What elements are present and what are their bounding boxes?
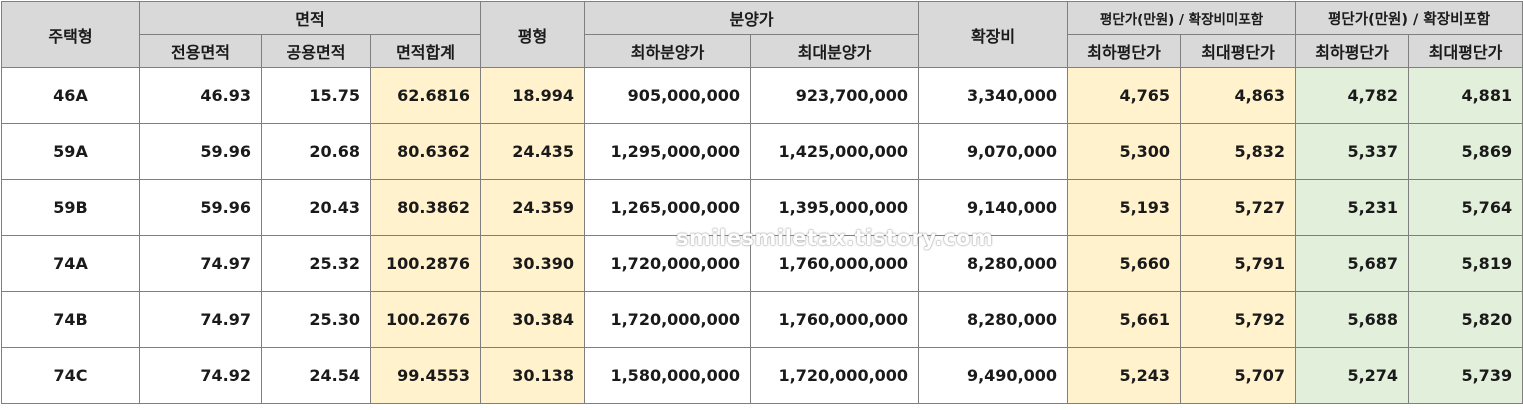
table-row: 46A 46.93 15.75 62.6816 18.994 905,000,0…	[1, 67, 1523, 124]
cell-ppp-incl-min: 5,231	[1295, 179, 1410, 236]
cell-ppp-excl-max: 5,727	[1180, 179, 1297, 236]
cell-area-total: 100.2676	[369, 291, 482, 348]
cell-ppp-incl-max: 5,820	[1408, 291, 1523, 348]
cell-ppp-excl-max: 5,792	[1180, 291, 1297, 348]
cell-area-exclusive: 74.97	[139, 291, 262, 348]
cell-type: 59A	[1, 123, 140, 180]
cell-ppp-incl-min: 5,337	[1295, 123, 1410, 180]
cell-ppp-excl-max: 5,791	[1180, 235, 1297, 292]
cell-expansion: 8,280,000	[918, 291, 1069, 348]
header-ppp-excl-max: 최대평단가	[1180, 34, 1297, 68]
cell-price-min: 905,000,000	[584, 67, 752, 124]
cell-pyeong: 24.359	[480, 179, 586, 236]
header-sale-price: 분양가	[584, 1, 920, 35]
cell-ppp-incl-max: 5,819	[1408, 235, 1523, 292]
cell-expansion: 9,140,000	[918, 179, 1069, 236]
cell-ppp-excl-min: 5,660	[1067, 235, 1182, 292]
cell-area-total: 99.4553	[369, 347, 482, 404]
table-row: 74A 74.97 25.32 100.2876 30.390 1,720,00…	[1, 235, 1523, 292]
cell-expansion: 3,340,000	[918, 67, 1069, 124]
cell-ppp-excl-max: 4,863	[1180, 67, 1297, 124]
header-area: 면적	[138, 1, 482, 35]
cell-area-common: 15.75	[261, 67, 371, 124]
cell-area-common: 20.43	[261, 179, 371, 236]
cell-ppp-incl-min: 5,274	[1295, 347, 1410, 404]
header-area-exclusive: 전용면적	[139, 34, 262, 68]
cell-price-min: 1,720,000,000	[584, 235, 752, 292]
cell-type: 74B	[1, 291, 140, 348]
cell-price-max: 923,700,000	[750, 67, 920, 124]
cell-price-max: 1,425,000,000	[750, 123, 920, 180]
cell-area-total: 100.2876	[369, 235, 482, 292]
cell-ppp-incl-max: 5,869	[1408, 123, 1523, 180]
cell-ppp-incl-min: 4,782	[1295, 67, 1410, 124]
cell-type: 74A	[1, 235, 140, 292]
cell-price-min: 1,295,000,000	[584, 123, 752, 180]
cell-expansion: 9,070,000	[918, 123, 1069, 180]
cell-type: 46A	[1, 67, 140, 124]
cell-ppp-excl-max: 5,832	[1180, 123, 1297, 180]
cell-ppp-incl-min: 5,688	[1295, 291, 1410, 348]
cell-ppp-excl-min: 4,765	[1067, 67, 1182, 124]
cell-area-common: 20.68	[261, 123, 371, 180]
cell-area-exclusive: 74.97	[139, 235, 262, 292]
cell-ppp-incl-min: 5,687	[1295, 235, 1410, 292]
table-row: 59A 59.96 20.68 80.6362 24.435 1,295,000…	[1, 123, 1523, 180]
header-ppp-excl: 평단가(만원) / 확장비미포함	[1067, 1, 1297, 35]
cell-ppp-excl-min: 5,661	[1067, 291, 1182, 348]
header-ppp-excl-min: 최하평단가	[1067, 34, 1182, 68]
cell-area-total: 80.6362	[369, 123, 482, 180]
cell-ppp-incl-max: 4,881	[1408, 67, 1523, 124]
cell-type: 59B	[1, 179, 140, 236]
header-ppp-incl: 평단가(만원) / 확장비포함	[1295, 1, 1523, 35]
header-ppp-incl-min: 최하평단가	[1295, 34, 1410, 68]
table-row: 59B 59.96 20.43 80.3862 24.359 1,265,000…	[1, 179, 1523, 236]
header-expansion: 확장비	[918, 1, 1069, 68]
header-pyeong: 평형	[480, 1, 586, 68]
cell-pyeong: 30.138	[480, 347, 586, 404]
cell-pyeong: 30.390	[480, 235, 586, 292]
cell-area-exclusive: 74.92	[139, 347, 262, 404]
cell-ppp-excl-min: 5,300	[1067, 123, 1182, 180]
cell-ppp-excl-min: 5,193	[1067, 179, 1182, 236]
cell-ppp-excl-max: 5,707	[1180, 347, 1297, 404]
cell-pyeong: 30.384	[480, 291, 586, 348]
cell-area-exclusive: 46.93	[139, 67, 262, 124]
cell-pyeong: 24.435	[480, 123, 586, 180]
header-type: 주택형	[1, 1, 140, 68]
cell-area-common: 25.30	[261, 291, 371, 348]
table-row: 74B 74.97 25.30 100.2676 30.384 1,720,00…	[1, 291, 1523, 348]
header-price-min: 최하분양가	[584, 34, 752, 68]
cell-type: 74C	[1, 347, 140, 404]
cell-area-common: 25.32	[261, 235, 371, 292]
cell-price-min: 1,720,000,000	[584, 291, 752, 348]
cell-price-max: 1,760,000,000	[750, 291, 920, 348]
cell-ppp-excl-min: 5,243	[1067, 347, 1182, 404]
cell-price-max: 1,395,000,000	[750, 179, 920, 236]
header-area-common: 공용면적	[261, 34, 371, 68]
header-ppp-incl-max: 최대평단가	[1408, 34, 1523, 68]
cell-area-exclusive: 59.96	[139, 123, 262, 180]
cell-area-exclusive: 59.96	[139, 179, 262, 236]
cell-ppp-incl-max: 5,739	[1408, 347, 1523, 404]
cell-expansion: 9,490,000	[918, 347, 1069, 404]
table-row: 74C 74.92 24.54 99.4553 30.138 1,580,000…	[1, 347, 1523, 404]
header-area-total: 면적합계	[369, 34, 482, 68]
cell-price-max: 1,720,000,000	[750, 347, 920, 404]
cell-area-total: 80.3862	[369, 179, 482, 236]
cell-price-min: 1,265,000,000	[584, 179, 752, 236]
cell-area-common: 24.54	[261, 347, 371, 404]
cell-area-total: 62.6816	[369, 67, 482, 124]
cell-expansion: 8,280,000	[918, 235, 1069, 292]
cell-price-max: 1,760,000,000	[750, 235, 920, 292]
cell-pyeong: 18.994	[480, 67, 586, 124]
cell-ppp-incl-max: 5,764	[1408, 179, 1523, 236]
cell-price-min: 1,580,000,000	[584, 347, 752, 404]
header-price-max: 최대분양가	[750, 34, 920, 68]
